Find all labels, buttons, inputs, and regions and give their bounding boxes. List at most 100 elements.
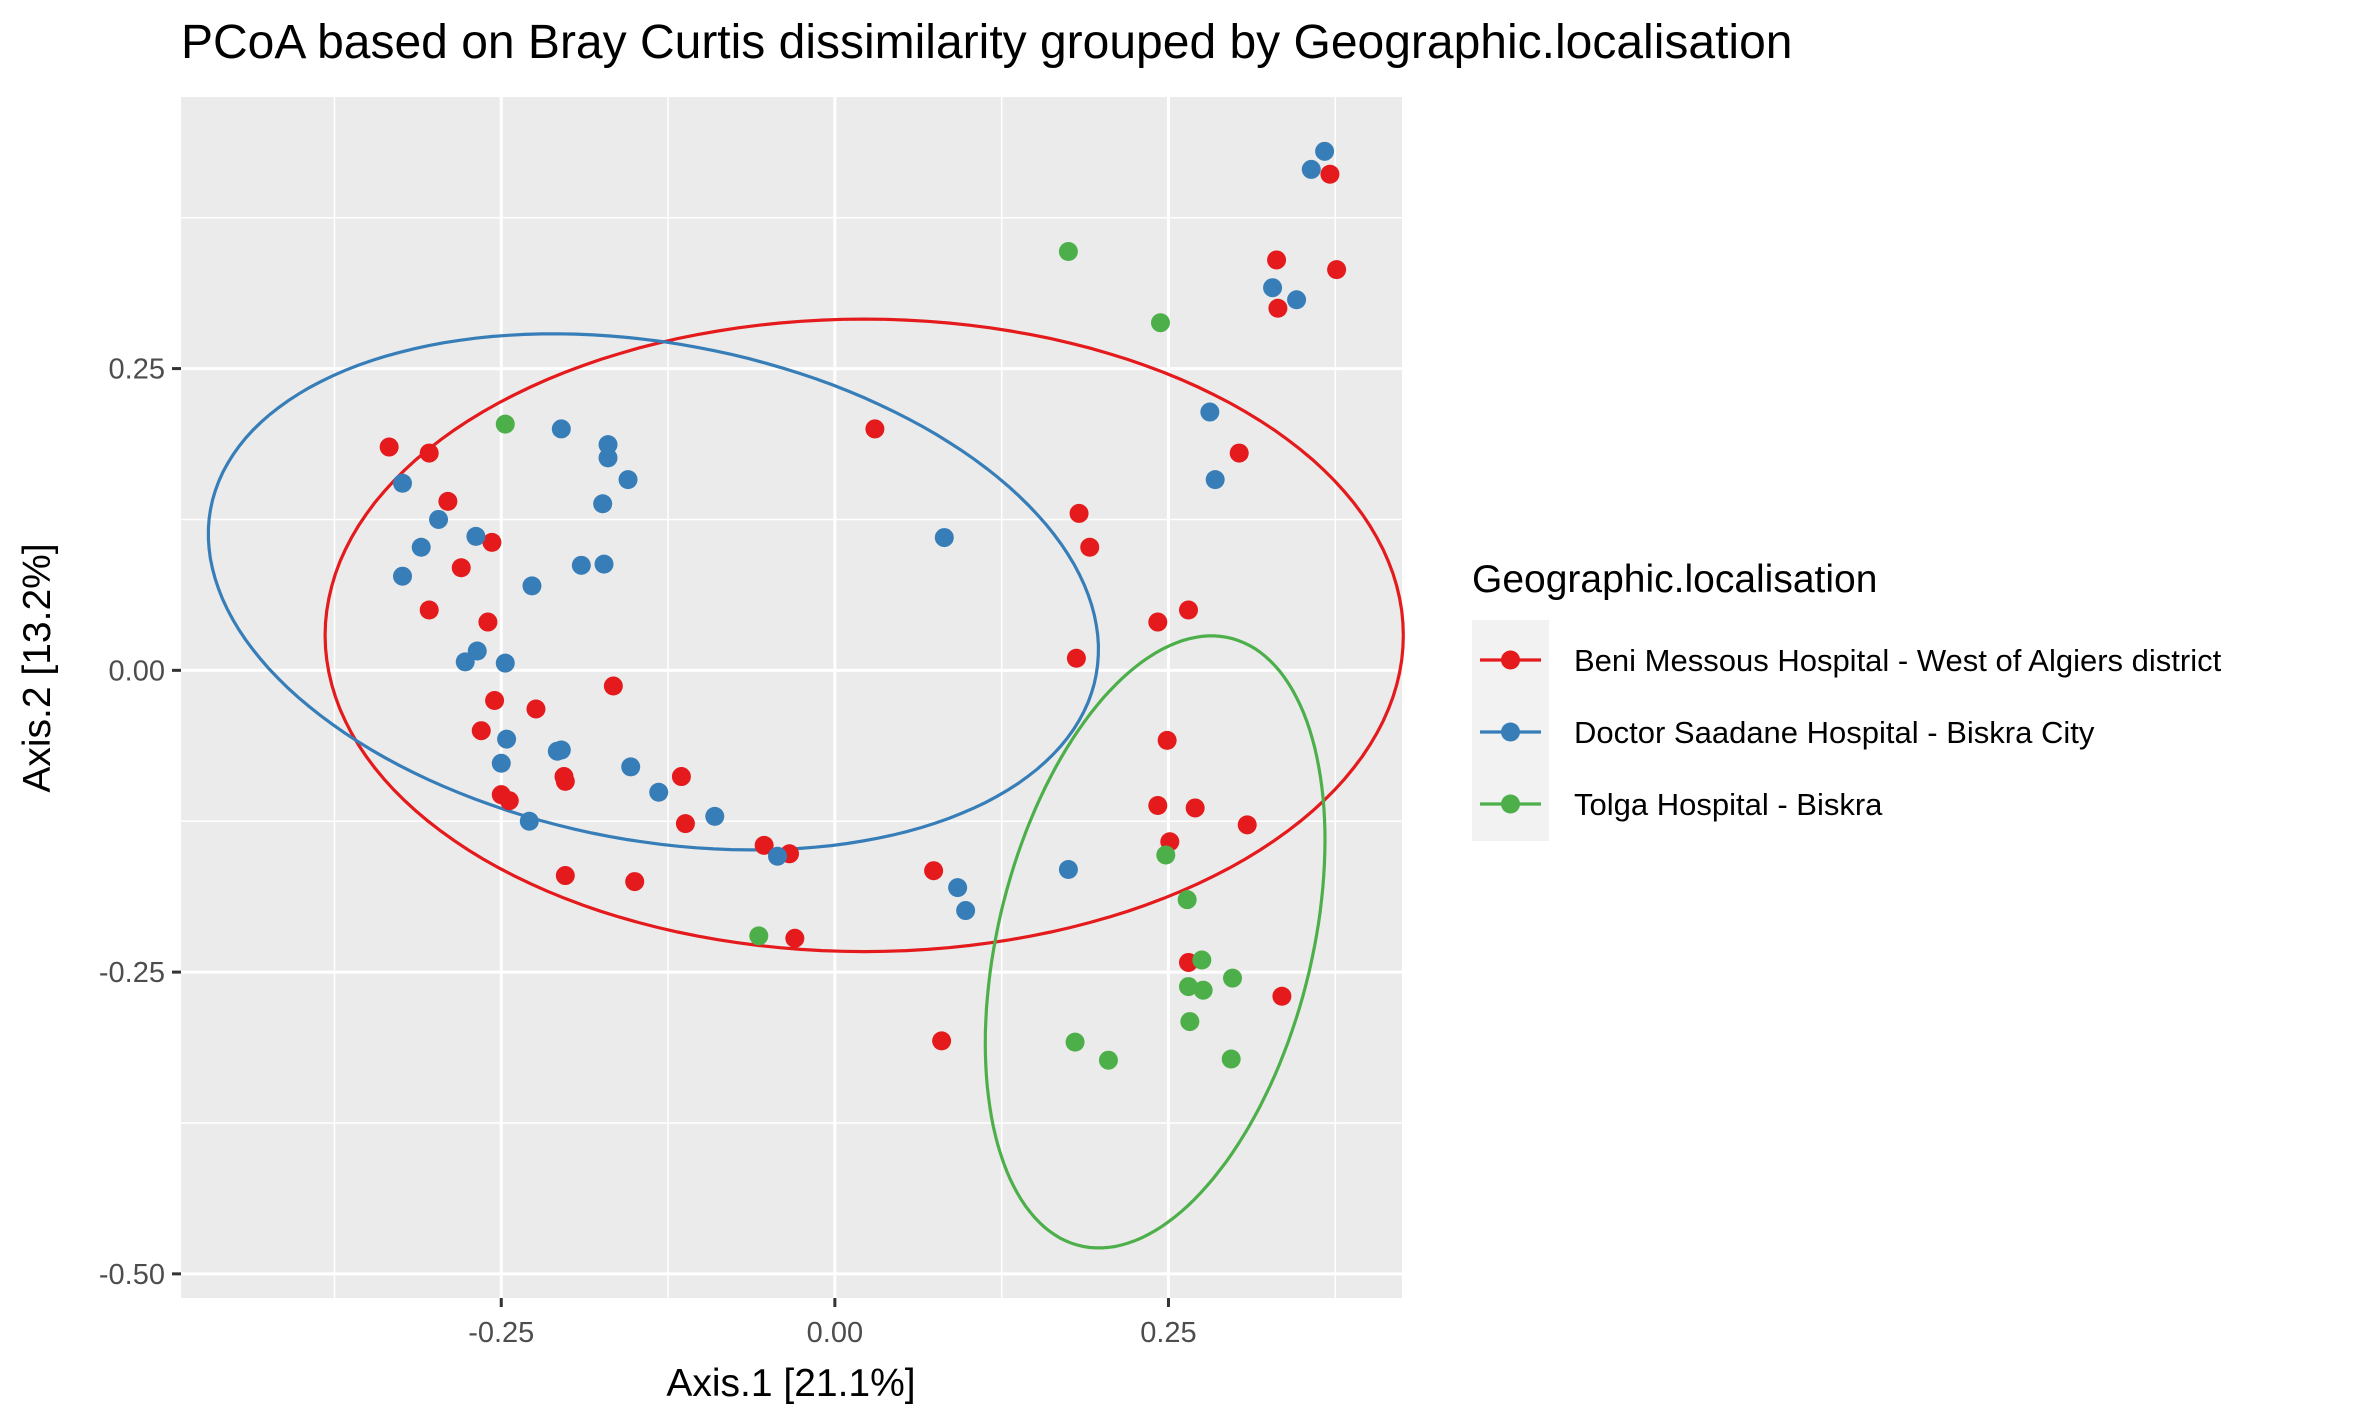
data-point [948, 878, 968, 898]
confidence-ellipses [206, 317, 1405, 1250]
data-point [1267, 250, 1287, 270]
data-point [1229, 443, 1249, 463]
data-point [1066, 648, 1086, 668]
legend-key-point [1501, 794, 1520, 814]
data-point [621, 757, 641, 777]
data-point [1148, 612, 1168, 632]
y-tick-label: -0.50 [99, 1259, 165, 1291]
data-point [471, 721, 491, 741]
data-point [495, 653, 515, 673]
data-point [649, 782, 669, 802]
data-point [551, 740, 571, 760]
data-point [1193, 980, 1213, 1000]
data-point [495, 414, 515, 434]
data-point [451, 558, 471, 578]
legend-label: Doctor Saadane Hospital - Biskra City [1574, 715, 2095, 750]
data-point [1205, 470, 1225, 490]
legend: Geographic.localisation Beni Messous Hos… [1472, 558, 2222, 841]
data-point [598, 435, 618, 455]
data-point [1157, 730, 1177, 750]
data-point [749, 926, 769, 946]
data-point [1177, 890, 1197, 910]
data-point [467, 641, 487, 661]
data-point [1058, 242, 1078, 262]
data-point [526, 699, 546, 719]
legend-label: Tolga Hospital - Biskra [1574, 787, 1883, 822]
data-point [785, 928, 805, 948]
data-point [497, 729, 517, 749]
chart-title: PCoA based on Bray Curtis dissimilarity … [181, 16, 1792, 69]
legend-title: Geographic.localisation [1472, 558, 1877, 601]
data-point [1180, 1012, 1200, 1032]
data-point [1069, 503, 1089, 523]
data-point [593, 494, 613, 514]
data-point [478, 612, 498, 632]
data-point [1263, 278, 1283, 298]
data-point [1065, 1032, 1085, 1052]
x-axis-title: Axis.1 [21.1%] [666, 1362, 915, 1405]
y-tick-label: 0.25 [109, 354, 165, 386]
data-point [1287, 290, 1307, 310]
data-point [419, 443, 439, 463]
data-point [932, 1031, 952, 1051]
data-point [1327, 260, 1347, 280]
confidence-ellipse [206, 332, 1101, 852]
data-point [594, 554, 614, 574]
data-point [555, 771, 575, 791]
data-point [671, 767, 691, 787]
data-point [466, 526, 486, 546]
data-point [499, 791, 519, 811]
data-point [379, 437, 399, 457]
data-point [1272, 986, 1292, 1006]
confidence-ellipse [983, 634, 1327, 1250]
y-axis-title: Axis.2 [13.2%] [16, 543, 59, 792]
data-point [1080, 537, 1100, 557]
data-point [625, 872, 645, 892]
data-point [411, 537, 431, 557]
data-point [1200, 402, 1220, 422]
data-point [1268, 298, 1288, 318]
data-point [705, 806, 725, 826]
legend-items: Beni Messous Hospital - West of Algiers … [1480, 643, 2222, 822]
data-point [1221, 1049, 1241, 1069]
data-point [1237, 815, 1257, 835]
data-point [491, 753, 511, 773]
legend-key-point [1501, 650, 1520, 670]
data-point [522, 576, 542, 596]
data-point [551, 419, 571, 439]
data-point [1223, 968, 1243, 988]
data-point [618, 470, 638, 490]
data-point [767, 846, 787, 866]
data-point [1315, 141, 1335, 161]
data-point [1192, 950, 1212, 970]
data-point [482, 532, 502, 552]
data-point [598, 448, 618, 468]
data-point [393, 566, 413, 586]
data-point [429, 509, 449, 529]
data-point [519, 811, 539, 831]
confidence-ellipse [323, 317, 1405, 954]
data-point [1320, 164, 1340, 184]
data-point [1185, 798, 1205, 818]
data-point [865, 419, 885, 439]
data-point [1178, 600, 1198, 620]
data-point [754, 835, 774, 855]
data-point [1098, 1050, 1118, 1070]
data-point [555, 866, 575, 886]
x-tick-label: -0.25 [468, 1317, 534, 1349]
data-point [1148, 796, 1168, 816]
y-tick-label: -0.25 [99, 957, 165, 989]
data-point [1150, 313, 1170, 333]
data-point [485, 691, 505, 711]
data-point [603, 676, 623, 696]
data-point [393, 473, 413, 493]
data-point [438, 491, 458, 511]
y-tick-label: 0.00 [109, 655, 165, 687]
x-tick-label: 0.00 [807, 1317, 863, 1349]
axis-ticks: -0.25 0.00 0.25 -0.50 -0.25 0.00 0.25 [99, 354, 1197, 1349]
data-point [1301, 159, 1321, 179]
data-point [1156, 845, 1176, 865]
legend-label: Beni Messous Hospital - West of Algiers … [1574, 643, 2222, 678]
data-point [934, 528, 954, 548]
